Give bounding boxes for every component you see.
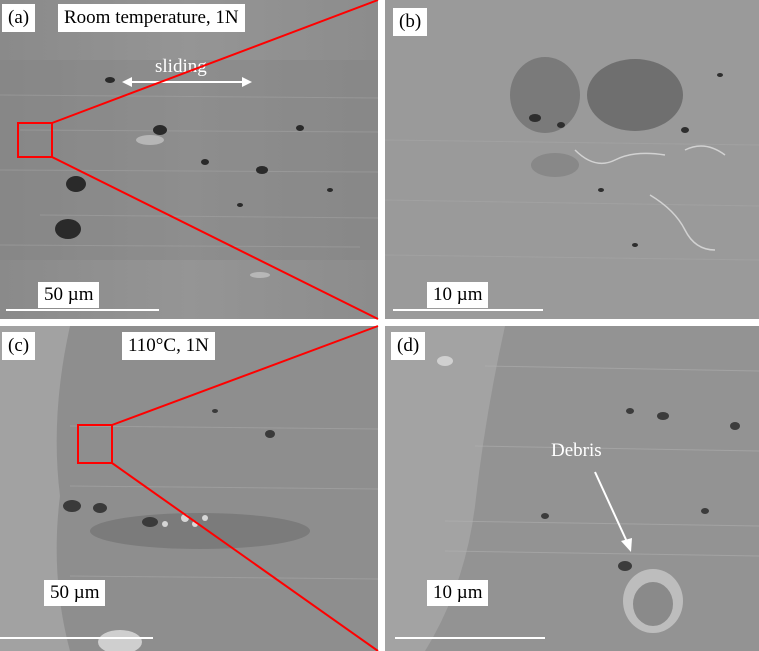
scale-bar-label-b: 10 µm [427, 282, 489, 308]
scale-bar-line-a [6, 309, 159, 311]
scale-bar-label-c: 50 µm [44, 580, 106, 606]
condition-label-c: 110°C, 1N [122, 332, 215, 360]
panel-label-b: (b) [393, 8, 428, 36]
sliding-arrow [122, 77, 252, 87]
sem-panel-a: (a) Room temperature, 1N sliding 50 µm [0, 0, 378, 319]
sem-panel-d: (d) Debris 10 µm [385, 326, 759, 651]
scale-bar-line-d [395, 637, 545, 639]
scale-bar-label-a: 50 µm [38, 282, 100, 308]
panel-label-c: (c) [2, 332, 36, 360]
panel-label-d: (d) [391, 332, 426, 360]
panel-label-a: (a) [2, 4, 36, 32]
scale-bar-line-c [0, 637, 153, 639]
debris-arrow [594, 471, 632, 552]
debris-label: Debris [551, 440, 602, 461]
sem-image-b [385, 0, 759, 319]
sem-panel-c: (c) 110°C, 1N 50 µm [0, 326, 378, 651]
sem-panel-b: (b) 10 µm [385, 0, 759, 319]
scale-bar-label-d: 10 µm [427, 580, 489, 606]
scale-bar-line-b [393, 309, 543, 311]
